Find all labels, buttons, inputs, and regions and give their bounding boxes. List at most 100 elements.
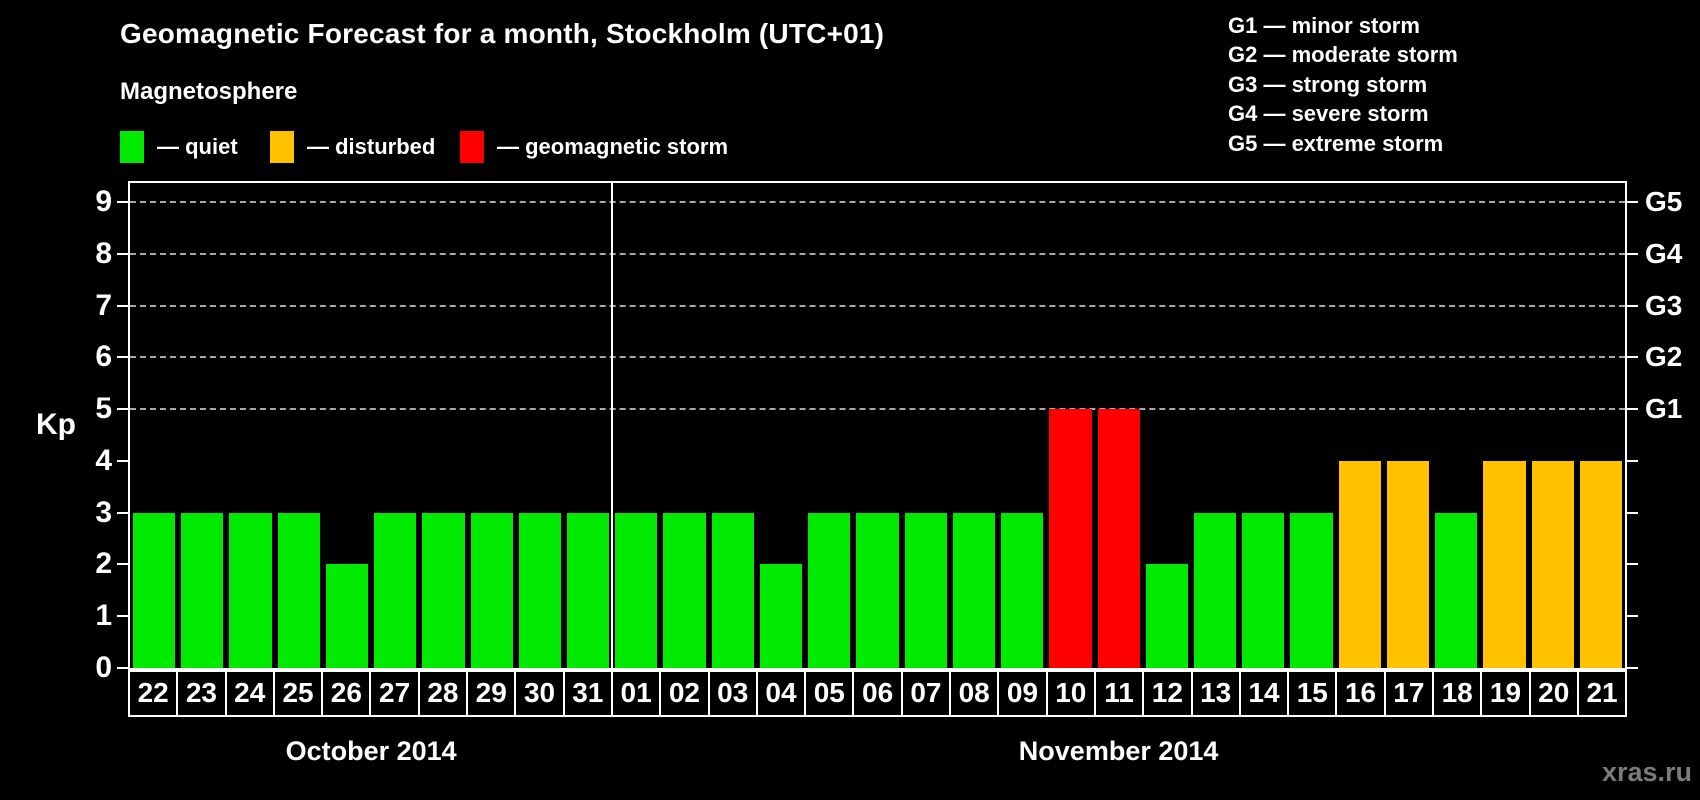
y-axis-tick-right-6 bbox=[1625, 356, 1638, 359]
kp-bar-15 bbox=[1290, 512, 1333, 668]
y-axis-tick-left-4 bbox=[117, 459, 130, 462]
y-axis-label-7: 7 bbox=[95, 288, 112, 322]
plot-area bbox=[128, 181, 1627, 670]
y-axis-label-5: 5 bbox=[95, 392, 112, 426]
y-axis-tick-left-2 bbox=[117, 563, 130, 566]
day-label-cell-27: 27 bbox=[369, 670, 420, 717]
y-axis-label-8: 8 bbox=[95, 236, 112, 270]
day-label-cell-25: 25 bbox=[272, 670, 324, 717]
g-axis-label-g3: G3 bbox=[1645, 289, 1683, 321]
kp-bar-01 bbox=[615, 512, 658, 668]
day-label-cell-06: 06 bbox=[852, 670, 903, 717]
magnetosphere-legend: — quiet — disturbed — geomagnetic storm bbox=[0, 131, 1700, 167]
day-label-cell-19: 19 bbox=[1480, 670, 1531, 717]
kp-bar-18 bbox=[1435, 512, 1478, 668]
kp-bar-04 bbox=[759, 564, 803, 668]
y-axis-tick-left-1 bbox=[117, 615, 130, 618]
y-axis-tick-right-3 bbox=[1625, 511, 1638, 514]
kp-bar-17 bbox=[1386, 460, 1430, 668]
kp-bar-30 bbox=[518, 512, 562, 668]
g-scale-legend: G1 — minor storm G2 — moderate storm G3 — … bbox=[1228, 11, 1458, 158]
kp-bar-03 bbox=[711, 512, 754, 668]
day-label-cell-21: 21 bbox=[1576, 670, 1628, 717]
gridline-kp7 bbox=[130, 304, 1625, 307]
kp-bar-16 bbox=[1338, 460, 1381, 668]
day-label-cell-05: 05 bbox=[804, 670, 855, 717]
day-label-cell-24: 24 bbox=[224, 670, 275, 717]
month-label-2: November 2014 bbox=[1018, 736, 1219, 766]
legend-label-quiet: — quiet bbox=[157, 134, 238, 159]
y-axis-label-6: 6 bbox=[95, 340, 112, 374]
legend-label-disturbed: — disturbed bbox=[307, 134, 436, 159]
kp-bar-25 bbox=[277, 512, 320, 668]
day-label-cell-20: 20 bbox=[1528, 670, 1579, 717]
g-legend-item-3: G3 — strong storm bbox=[1228, 71, 1428, 97]
day-label-cell-14: 14 bbox=[1238, 670, 1290, 717]
y-axis-label-1: 1 bbox=[95, 599, 112, 633]
y-axis-tick-right-8 bbox=[1625, 252, 1638, 255]
g-axis-label-g5: G5 bbox=[1645, 186, 1683, 218]
g-axis-label-g2: G2 bbox=[1645, 341, 1683, 373]
y-axis-tick-right-9 bbox=[1625, 201, 1638, 204]
kp-bar-11 bbox=[1097, 409, 1140, 668]
day-label-cell-28: 28 bbox=[417, 670, 469, 717]
kp-bar-07 bbox=[904, 512, 947, 668]
y-axis-label-4: 4 bbox=[95, 443, 112, 477]
day-label-cell-03: 03 bbox=[707, 670, 758, 717]
y-axis-tick-right-1 bbox=[1625, 615, 1638, 618]
y-axis-tick-left-5 bbox=[117, 408, 130, 411]
y-axis-label-2: 2 bbox=[95, 547, 112, 581]
kp-bar-05 bbox=[808, 512, 851, 668]
legend-swatch-disturbed bbox=[270, 131, 294, 163]
kp-bar-28 bbox=[422, 512, 465, 668]
kp-bar-06 bbox=[856, 512, 899, 668]
day-label-cell-30: 30 bbox=[514, 670, 565, 717]
y-axis-tick-left-9 bbox=[117, 201, 130, 204]
month-separator-line bbox=[611, 183, 614, 668]
gridline-kp9 bbox=[130, 201, 1625, 204]
g-axis-label-g1: G1 bbox=[1645, 393, 1683, 425]
day-label-cell-23: 23 bbox=[176, 670, 227, 717]
gridline-kp8 bbox=[130, 252, 1625, 255]
g-legend-item-1: G1 — minor storm bbox=[1228, 13, 1420, 38]
day-label-cell-01: 01 bbox=[610, 670, 662, 717]
gridline-kp5 bbox=[130, 408, 1625, 411]
legend-label-storm: — geomagnetic storm bbox=[497, 134, 729, 159]
gridline-kp6 bbox=[130, 356, 1625, 359]
day-label-cell-31: 31 bbox=[562, 670, 613, 717]
g-legend-item-5: G5 — extreme storm bbox=[1228, 130, 1444, 156]
legend-swatch-quiet bbox=[120, 131, 144, 163]
kp-bar-22 bbox=[133, 512, 176, 668]
day-label-cell-18: 18 bbox=[1432, 670, 1483, 717]
kp-bar-08 bbox=[952, 512, 996, 668]
kp-bar-13 bbox=[1193, 512, 1237, 668]
kp-bar-31 bbox=[567, 512, 610, 668]
legend-item-disturbed: — disturbed bbox=[270, 131, 435, 163]
day-label-cell-15: 15 bbox=[1287, 670, 1338, 717]
kp-bar-10 bbox=[1049, 409, 1092, 668]
day-label-cell-08: 08 bbox=[949, 670, 1000, 717]
day-label-cell-26: 26 bbox=[321, 670, 372, 717]
y-axis-tick-right-7 bbox=[1625, 304, 1638, 307]
day-label-cell-29: 29 bbox=[466, 670, 517, 717]
y-axis-tick-right-0 bbox=[1625, 667, 1638, 669]
day-label-cell-02: 02 bbox=[659, 670, 710, 717]
g-axis-label-g4: G4 bbox=[1645, 237, 1683, 269]
y-axis-title: Kp bbox=[36, 408, 76, 441]
kp-bar-09 bbox=[1001, 512, 1044, 668]
month-label-1: October 2014 bbox=[285, 736, 457, 766]
day-label-cell-16: 16 bbox=[1335, 670, 1386, 717]
watermark: xras.ru bbox=[1601, 757, 1692, 787]
y-axis-label-3: 3 bbox=[95, 495, 112, 529]
kp-bar-21 bbox=[1579, 460, 1622, 668]
kp-bar-02 bbox=[663, 512, 706, 668]
kp-bar-29 bbox=[470, 512, 513, 668]
day-label-cell-13: 13 bbox=[1190, 670, 1241, 717]
kp-bar-20 bbox=[1531, 460, 1574, 668]
y-axis-label-9: 9 bbox=[95, 185, 112, 219]
day-label-cell-07: 07 bbox=[900, 670, 952, 717]
legend-item-storm: — geomagnetic storm bbox=[460, 131, 728, 163]
day-axis: 22 23 24 25 26 27 28 29 30 31 01 02 03 04 05 06 07 08 09 10… bbox=[128, 670, 1628, 717]
kp-bar-27 bbox=[374, 512, 417, 668]
legend-swatch-storm bbox=[460, 131, 484, 163]
